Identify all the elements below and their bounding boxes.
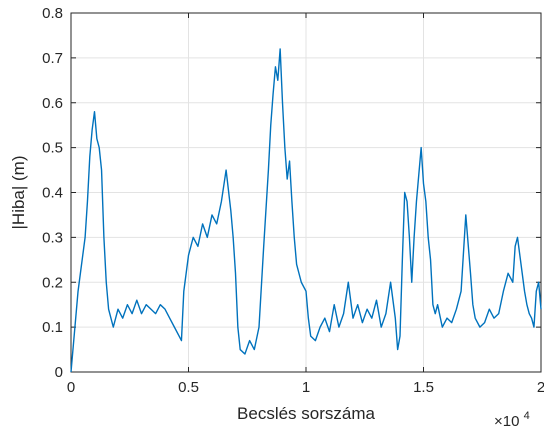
x-axis-exponent-power: 4 — [524, 410, 530, 422]
x-axis-exponent-base: ×10 — [494, 413, 519, 430]
tick-labels: 0 0.5 1 1.5 2 0 0.1 0.2 0.3 0.4 0.5 0.6 0.7 0.8 — [42, 5, 544, 396]
plot-series — [70, 48, 542, 373]
y-tick-label: 0.5 — [42, 140, 63, 157]
x-tick-label: 0 — [67, 379, 75, 396]
grid-lines — [70, 12, 542, 373]
series-line-1 — [70, 48, 542, 373]
x-tick-label: 0.5 — [178, 379, 199, 396]
y-tick-label: 0.8 — [42, 5, 63, 22]
x-tick-label: 2 — [537, 379, 544, 396]
y-tick-label: 0.4 — [42, 185, 63, 202]
x-tick-label: 1 — [302, 379, 310, 396]
y-tick-label: 0 — [55, 364, 63, 381]
axis-ticks — [70, 12, 542, 373]
x-axis-label: Becslés sorszáma — [237, 404, 375, 423]
y-tick-label: 0.7 — [42, 50, 63, 67]
y-tick-label: 0.1 — [42, 319, 63, 336]
y-tick-label: 0.2 — [42, 274, 63, 291]
x-axis-exponent: ×10 4 — [494, 410, 530, 430]
y-tick-label: 0.3 — [42, 229, 63, 246]
y-axis-label: |Hiba| (m) — [9, 155, 28, 229]
x-tick-label: 1.5 — [413, 379, 434, 396]
y-tick-label: 0.6 — [42, 95, 63, 112]
